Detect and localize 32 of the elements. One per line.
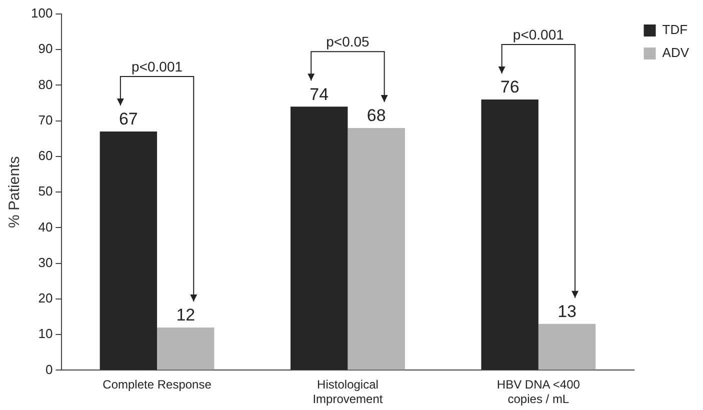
legend-label: ADV <box>662 45 690 60</box>
annotation: p<0.001 <box>132 58 183 74</box>
data-label: 13 <box>558 302 576 322</box>
annotation: p<0.001 <box>512 26 564 42</box>
x-tick-label: Complete Response <box>102 378 212 392</box>
y-tick-label: 100 <box>30 6 53 21</box>
bar <box>481 99 538 370</box>
data-label: 68 <box>366 106 386 126</box>
data-label: 74 <box>310 84 329 104</box>
y-axis-title: % Patients <box>6 156 24 228</box>
y-tick-label: 20 <box>38 290 53 306</box>
bar <box>348 128 405 370</box>
y-tick-label: 30 <box>38 254 53 270</box>
y-tick-label: 0 <box>45 362 53 377</box>
data-label: 67 <box>118 110 138 129</box>
y-tick-label: 50 <box>38 184 53 199</box>
y-tick-label: 40 <box>38 219 53 234</box>
y-tick-label: 80 <box>38 76 53 92</box>
x-tick-label: HBV DNA <400 copies / mL <box>496 378 580 406</box>
y-tick-label: 10 <box>38 326 53 342</box>
legend-label: TDF <box>662 22 688 38</box>
y-tick-label: 90 <box>38 41 53 56</box>
data-label: 76 <box>500 78 520 97</box>
bar <box>290 106 348 370</box>
y-tick-label: 60 <box>38 148 53 164</box>
data-label: 12 <box>176 306 196 325</box>
bar <box>157 327 214 370</box>
x-tick-label: Histological Improvement <box>312 378 384 406</box>
y-tick-label: 70 <box>38 112 53 128</box>
bar <box>538 324 596 370</box>
annotation: p<0.05 <box>326 33 370 50</box>
bar <box>100 132 158 370</box>
